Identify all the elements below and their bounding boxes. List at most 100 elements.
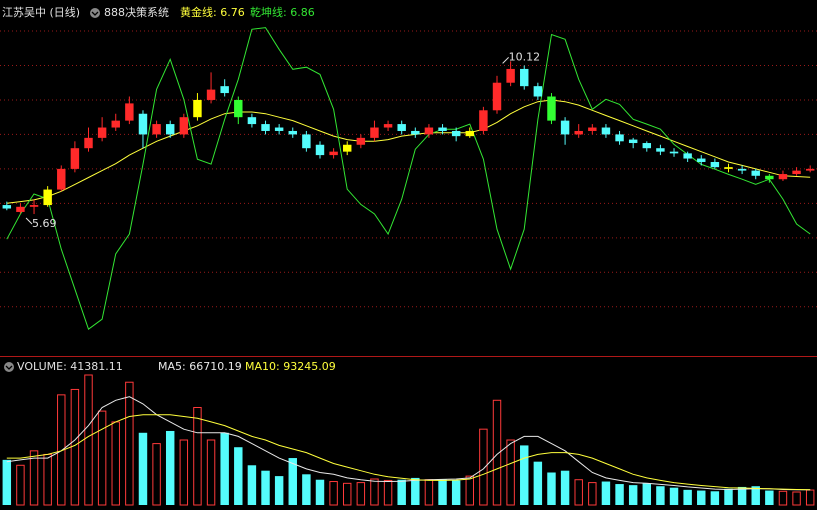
candle-body <box>16 206 25 212</box>
volume-bar <box>302 474 311 505</box>
candle-body <box>765 175 774 180</box>
volume-bar <box>343 482 352 506</box>
volume-bar <box>206 439 216 506</box>
candle-body <box>751 170 760 176</box>
volume-bar <box>383 479 393 506</box>
indicator-line <box>6 99 811 204</box>
candle-body <box>465 130 474 137</box>
volume-bar <box>642 483 652 505</box>
volume-bar <box>724 488 733 505</box>
volume-bar <box>710 491 720 505</box>
candle-body <box>438 127 447 131</box>
candle-body <box>411 130 420 135</box>
volume-bar <box>479 428 488 506</box>
volume-bar <box>424 479 434 506</box>
candle-body <box>669 151 679 154</box>
volume-bar <box>683 489 692 505</box>
volume-bar <box>329 481 338 506</box>
candle-body <box>683 153 692 159</box>
candle-body <box>247 117 257 125</box>
candle-body <box>220 86 229 94</box>
volume-bar <box>669 487 679 505</box>
volume-bar <box>438 479 447 505</box>
volume-bar <box>165 430 175 505</box>
candle-body <box>424 127 434 135</box>
volume-bar <box>125 381 134 506</box>
candle-body <box>193 99 202 118</box>
candle-body <box>656 148 665 152</box>
volume-bar <box>356 482 366 506</box>
annotation-label: 10.12 <box>509 50 541 63</box>
candle-body <box>520 68 529 87</box>
volume-bar <box>16 464 25 506</box>
menu-icon[interactable] <box>4 362 14 372</box>
candle-body <box>274 127 284 131</box>
annotation-arrow <box>25 217 33 225</box>
annotation-arrow <box>502 56 509 64</box>
volume-bar <box>697 490 706 505</box>
volume-bar <box>247 465 257 505</box>
candle-body <box>356 137 366 145</box>
volume-bar <box>261 470 270 505</box>
menu-icon-arrow <box>5 365 13 370</box>
menu-icon[interactable] <box>90 8 100 18</box>
volume-bar <box>451 480 461 505</box>
candle-body <box>778 174 788 180</box>
volume-bar <box>492 399 502 506</box>
candle-body <box>710 161 720 168</box>
volume-bar <box>274 476 284 505</box>
volume-bar <box>601 481 611 505</box>
volume-bar <box>792 491 801 506</box>
candle-body <box>70 148 80 169</box>
candle-body <box>792 170 801 175</box>
candle-body <box>574 130 583 135</box>
volume-bar <box>737 486 747 505</box>
candle-body <box>343 144 352 152</box>
menu-icon-arrow <box>91 11 99 16</box>
candle-body <box>588 127 597 131</box>
volume-bar <box>43 453 52 506</box>
volume-bar <box>288 458 297 505</box>
volume-bar <box>615 484 624 505</box>
legend-entry: MA5: 66710.19 <box>158 360 242 373</box>
candle-body <box>29 205 39 207</box>
volume-bar <box>138 432 148 505</box>
volume-bar <box>560 470 570 505</box>
volume-bar <box>193 407 202 506</box>
candle-body <box>288 130 297 135</box>
volume-bar <box>805 489 815 506</box>
volume-bar <box>547 472 556 505</box>
candle-body <box>479 110 488 131</box>
volume-bar <box>111 421 120 506</box>
candle-body <box>138 113 148 135</box>
volume-title: VOLUME: 41381.11 <box>17 360 123 373</box>
candle-body <box>165 124 175 135</box>
volume-bar <box>84 374 93 506</box>
volume-bar <box>765 490 774 505</box>
candle-body <box>506 68 515 83</box>
candle-body <box>125 103 134 121</box>
candle-body <box>737 168 747 171</box>
candle-body <box>152 124 161 135</box>
candle-body <box>397 124 406 131</box>
candle-body <box>492 82 502 111</box>
candle-body <box>329 151 338 156</box>
volume-bar <box>70 388 80 506</box>
volume-bar <box>411 477 420 505</box>
candle-body <box>628 139 638 144</box>
volume-bar <box>628 485 638 505</box>
volume-bar <box>29 450 39 506</box>
grid <box>0 30 817 308</box>
candle-body <box>206 89 216 100</box>
volume-bar <box>656 486 665 505</box>
volume-bar <box>751 486 760 505</box>
candle-body <box>179 117 189 135</box>
candle-body <box>451 130 461 137</box>
volume-bar <box>506 439 515 506</box>
candle-body <box>547 96 556 121</box>
legend-entry: MA10: 93245.09 <box>245 360 336 373</box>
volume-bar <box>234 447 243 505</box>
volume-bar <box>97 410 107 506</box>
chart-title: 江苏吴中 (日线) <box>2 5 80 19</box>
